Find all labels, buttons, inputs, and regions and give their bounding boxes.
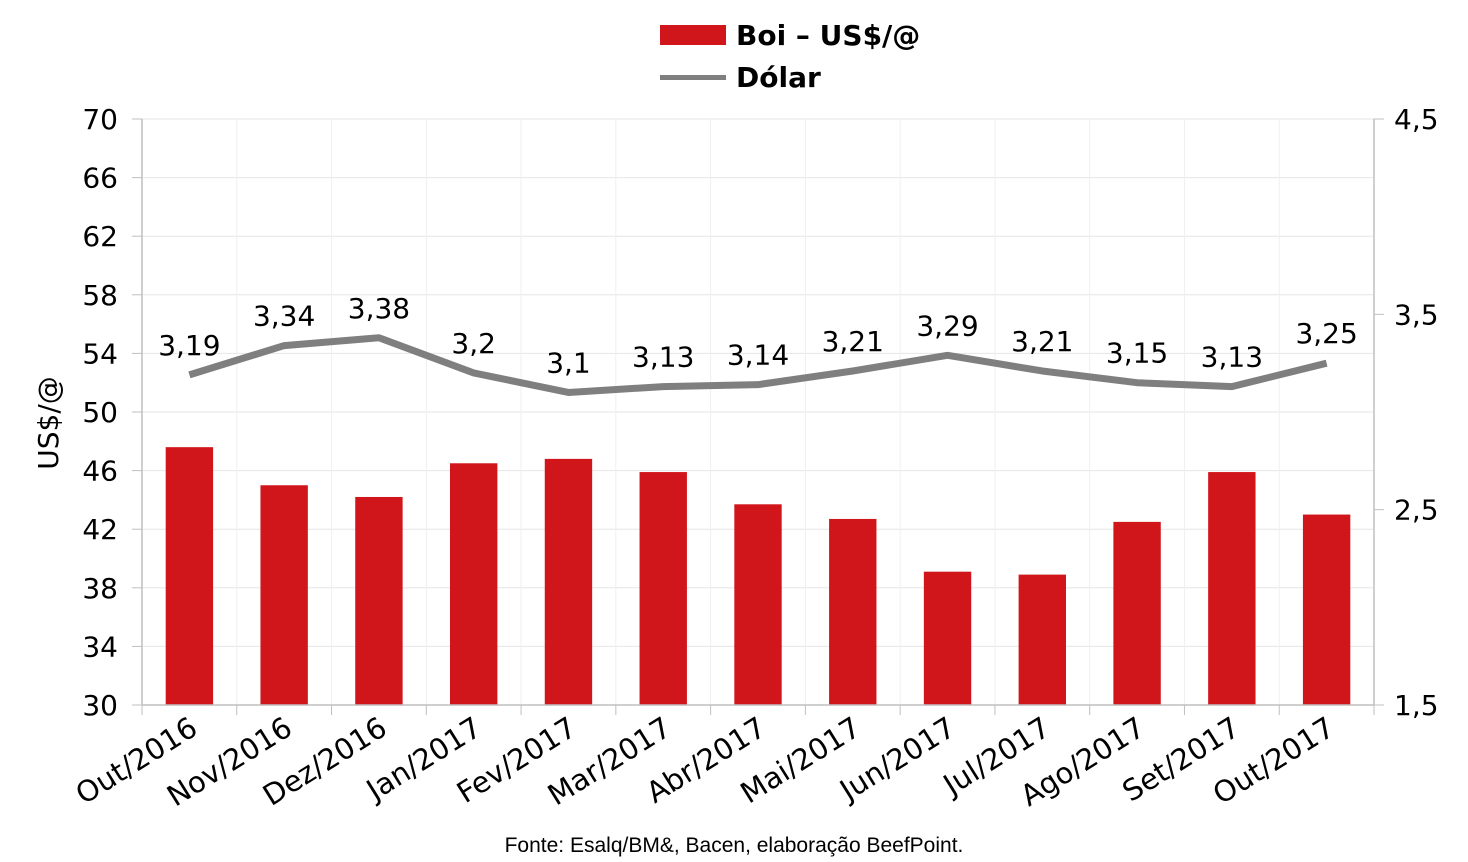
- left-tick-label: 34: [82, 630, 118, 663]
- data-label: 3,14: [727, 339, 789, 372]
- y-axis-label: US$/@: [32, 376, 65, 470]
- data-label: 3,19: [158, 329, 220, 362]
- left-tick-label: 30: [82, 689, 118, 722]
- bar: [734, 504, 782, 705]
- bar: [1302, 514, 1351, 705]
- left-tick-label: 50: [82, 396, 118, 429]
- legend-item-dolar: Dólar: [660, 56, 920, 98]
- data-label: 3,34: [253, 300, 315, 333]
- x-axis-ticks: Out/2016Nov/2016Dez/2016Jan/2017Fev/2017…: [70, 705, 1375, 813]
- data-label: 3,13: [1201, 341, 1263, 374]
- left-tick-label: 70: [82, 103, 118, 136]
- bar: [544, 458, 593, 705]
- bar: [355, 496, 403, 705]
- left-tick-label: 42: [82, 513, 118, 546]
- legend: Boi – US$/@ Dólar: [660, 14, 920, 98]
- data-label: 3,21: [822, 325, 884, 358]
- right-axis-ticks: 1,5 2,5 3,5 4,5: [1374, 103, 1439, 722]
- left-tick-label: 46: [82, 455, 118, 488]
- right-tick-label: 1,5: [1394, 689, 1439, 722]
- right-tick-label: 2,5: [1394, 494, 1439, 527]
- bar: [165, 447, 214, 705]
- bar: [260, 485, 308, 705]
- line-data-labels: 3,19 3,34 3,38 3,2 3,1 3,13 3,14 3,21 3,29 3,21 3,…: [158, 292, 1358, 380]
- bar: [1018, 574, 1066, 705]
- data-label: 3,2: [451, 327, 496, 360]
- data-label: 3,38: [348, 292, 410, 325]
- legend-label-boi: Boi – US$/@: [736, 18, 921, 52]
- left-tick-label: 62: [82, 220, 118, 253]
- bar: [829, 518, 877, 705]
- bar: [923, 571, 972, 705]
- data-label: 3,15: [1106, 337, 1168, 370]
- bar: [1113, 521, 1161, 705]
- left-tick-label: 66: [82, 162, 118, 195]
- legend-swatch-bar: [660, 25, 726, 45]
- legend-swatch-line: [660, 74, 726, 80]
- bar-series-boi: [165, 447, 1351, 705]
- legend-item-boi: Boi – US$/@: [660, 14, 920, 56]
- left-axis-ticks: 30 34 38 42 46 50 54 58 62 66 70: [82, 103, 142, 722]
- left-tick-label: 38: [82, 572, 118, 605]
- right-tick-label: 4,5: [1394, 103, 1439, 136]
- bar: [639, 472, 687, 705]
- dolar-line: [188, 334, 1328, 396]
- data-label: 3,29: [916, 309, 978, 342]
- right-tick-label: 3,5: [1394, 298, 1439, 331]
- data-label: 3,13: [632, 341, 694, 374]
- left-tick-label: 58: [82, 279, 118, 312]
- legend-label-dolar: Dólar: [736, 60, 821, 94]
- data-label: 3,21: [1011, 325, 1073, 358]
- line-series-dolar: [188, 334, 1328, 396]
- left-tick-label: 54: [82, 337, 118, 370]
- bar: [1208, 472, 1256, 705]
- source-note: Fonte: Esalq/BM&, Bacen, elaboração Beef…: [504, 834, 964, 857]
- data-label: 3,25: [1295, 317, 1357, 350]
- bar: [450, 463, 498, 705]
- data-label: 3,1: [546, 346, 591, 379]
